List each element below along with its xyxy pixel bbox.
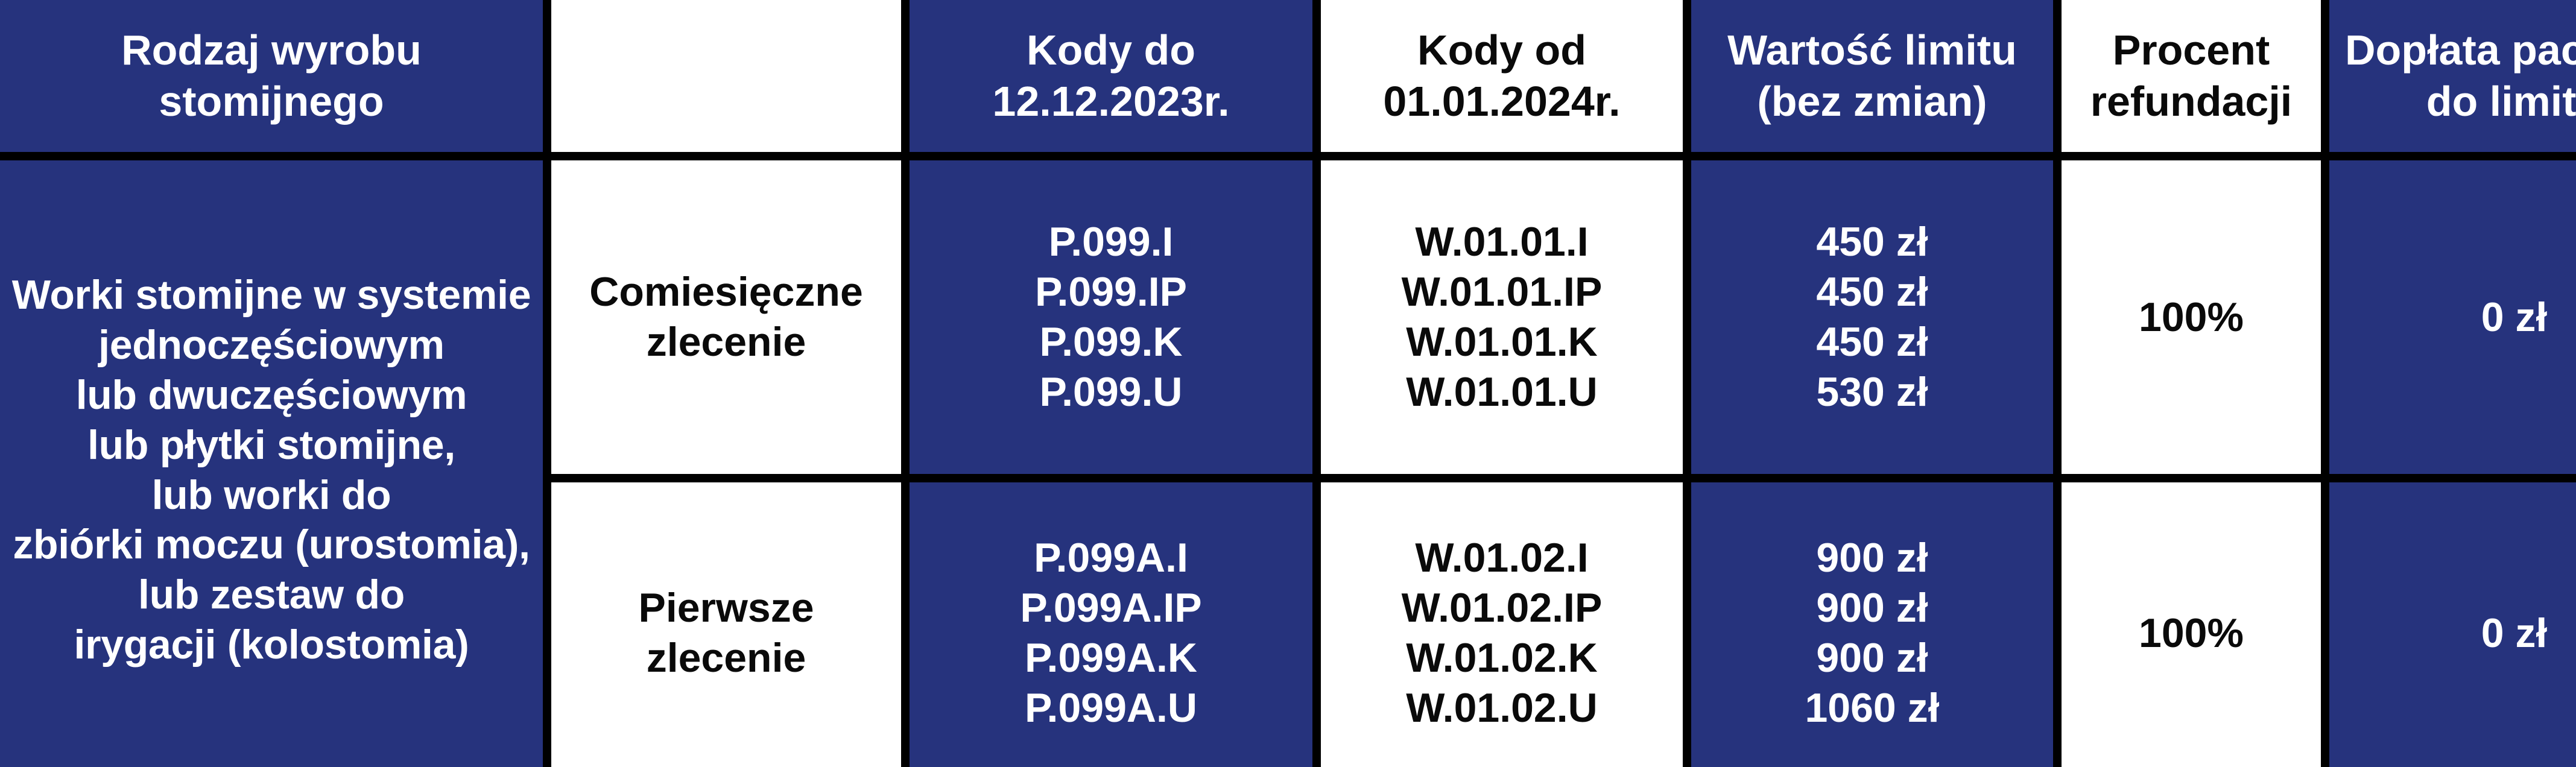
code-new-3: W.01.02.K: [1406, 635, 1598, 681]
table-row: Pierwsze zlecenie P.099A.I P.099A.IP P.0…: [0, 474, 2576, 767]
limit-value-1: 450 zł: [1816, 219, 1928, 265]
header-limit-value: Wartość limitu (bez zmian): [1683, 0, 2062, 160]
order-type-monthly-line1: Comiesięczne: [589, 269, 863, 315]
code-new-3: W.01.01.K: [1406, 319, 1598, 365]
patient-copay-monthly: 0 zł: [2321, 152, 2576, 482]
order-type-monthly-line2: zlecenie: [646, 319, 806, 365]
order-type-monthly: Comiesięczne zlecenie: [543, 152, 910, 482]
limit-value-2: 900 zł: [1816, 585, 1928, 631]
order-type-first-line1: Pierwsze: [638, 585, 814, 631]
code-old-4: P.099A.U: [1024, 684, 1198, 731]
header-product-type-line1: Rodzaj wyrobu: [121, 26, 422, 74]
header-refund-percent: Procent refundacji: [2053, 0, 2329, 160]
code-new-2: W.01.02.IP: [1401, 585, 1603, 631]
header-codes-old-line1: Kody do: [1027, 26, 1195, 74]
product-line-1: Worki stomijne w systemie: [11, 271, 531, 318]
code-old-3: P.099.K: [1039, 319, 1183, 365]
limit-value-4: 1060 zł: [1805, 684, 1940, 731]
header-patient-copay-line1: Dopłata pacjenta: [2345, 26, 2576, 74]
header-product-type: Rodzaj wyrobu stomijnego: [0, 0, 551, 160]
header-codes-new: Kody od 01.01.2024r.: [1312, 0, 1691, 160]
code-old-1: P.099.I: [1048, 219, 1174, 265]
patient-copay-first: 0 zł: [2321, 474, 2576, 767]
product-line-4: lub płytki stomijne,: [87, 421, 455, 468]
codes-new-first: W.01.02.I W.01.02.IP W.01.02.K W.01.02.U: [1312, 474, 1691, 767]
code-new-4: W.01.02.U: [1406, 684, 1598, 731]
header-order-type-empty: [543, 0, 910, 160]
codes-new-monthly: W.01.01.I W.01.01.IP W.01.01.K W.01.01.U: [1312, 152, 1691, 482]
code-new-2: W.01.01.IP: [1401, 269, 1603, 315]
limit-value-3: 900 zł: [1816, 635, 1928, 681]
header-product-type-line2: stomijnego: [159, 78, 384, 125]
header-codes-old-line2: 12.12.2023r.: [992, 78, 1230, 125]
code-new-4: W.01.01.U: [1406, 368, 1598, 415]
refund-percent-monthly: 100%: [2053, 152, 2329, 482]
code-old-3: P.099A.K: [1024, 635, 1198, 681]
header-codes-old: Kody do 12.12.2023r.: [901, 0, 1321, 160]
product-line-8: irygacji (kolostomia): [74, 622, 469, 668]
product-line-6: zbiórki moczu (urostomia),: [13, 522, 530, 568]
limit-value-2: 450 zł: [1816, 269, 1928, 315]
product-line-2: jednoczęściowym: [98, 321, 445, 368]
header-refund-percent-line2: refundacji: [2090, 78, 2293, 125]
limit-value-1: 900 zł: [1816, 535, 1928, 581]
code-old-2: P.099.IP: [1034, 269, 1188, 315]
header-limit-value-line1: Wartość limitu: [1727, 26, 2017, 74]
header-codes-new-line1: Kody od: [1417, 26, 1586, 74]
limit-values-first: 900 zł 900 zł 900 zł 1060 zł: [1683, 474, 2062, 767]
product-line-7: lub zestaw do: [138, 572, 405, 618]
header-refund-percent-line1: Procent: [2112, 26, 2270, 74]
code-old-4: P.099.U: [1039, 368, 1183, 415]
limit-values-monthly: 450 zł 450 zł 450 zł 530 zł: [1683, 152, 2062, 482]
header-patient-copay-line2: do limitu: [2426, 78, 2576, 125]
product-line-5: lub worki do: [151, 472, 391, 518]
codes-old-first: P.099A.I P.099A.IP P.099A.K P.099A.U: [901, 474, 1321, 767]
table-row: Worki stomijne w systemie jednoczęściowy…: [0, 152, 2576, 767]
code-new-1: W.01.01.I: [1415, 219, 1589, 265]
header-limit-value-line2: (bez zmian): [1757, 78, 1987, 125]
codes-old-monthly: P.099.I P.099.IP P.099.K P.099.U: [901, 152, 1321, 482]
limit-value-3: 450 zł: [1816, 319, 1928, 365]
limit-value-4: 530 zł: [1816, 368, 1928, 415]
code-new-1: W.01.02.I: [1415, 535, 1589, 581]
header-codes-new-line2: 01.01.2024r.: [1383, 78, 1621, 125]
header-patient-copay: Dopłata pacjenta do limitu: [2321, 0, 2576, 160]
order-type-first: Pierwsze zlecenie: [543, 474, 910, 767]
product-description-cell: Worki stomijne w systemie jednoczęściowy…: [0, 152, 551, 767]
code-old-1: P.099A.I: [1034, 535, 1188, 581]
code-old-2: P.099A.IP: [1020, 585, 1202, 631]
table-header-row: Rodzaj wyrobu stomijnego Kody do 12.12.2…: [0, 0, 2576, 160]
refund-percent-first: 100%: [2053, 474, 2329, 767]
product-line-3: lub dwuczęściowym: [75, 371, 467, 418]
order-type-first-line2: zlecenie: [646, 635, 806, 681]
